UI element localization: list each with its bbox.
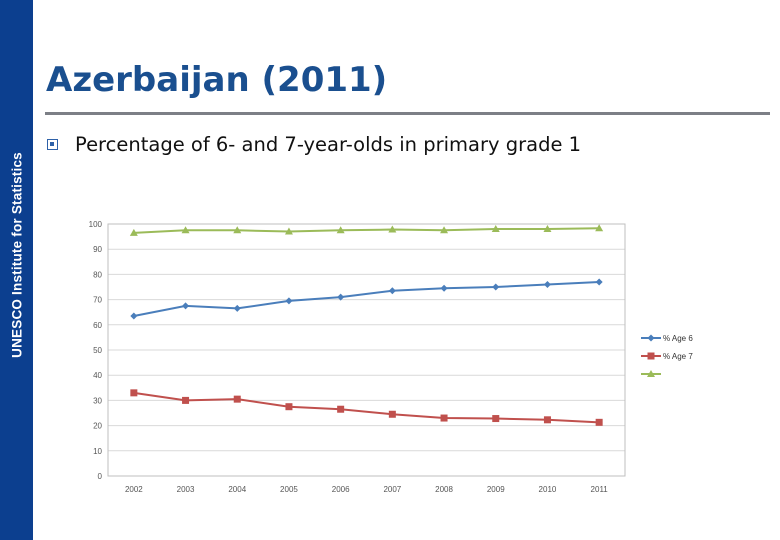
legend-entry: % Age 6 <box>641 334 693 343</box>
y-tick-label: 70 <box>93 296 102 305</box>
sidebar-label: UNESCO Institute for Statistics <box>9 152 25 358</box>
data-point-diamond <box>337 293 345 301</box>
data-point-triangle <box>388 225 397 233</box>
data-point-diamond <box>492 283 500 291</box>
data-point-square <box>595 418 603 426</box>
data-point-diamond <box>440 284 448 292</box>
data-point-triangle <box>336 226 345 234</box>
plot-area-border <box>107 223 626 477</box>
legend-entry <box>641 370 661 377</box>
data-point-triangle <box>595 224 604 232</box>
legend: % Age 6 % Age 7 <box>641 334 693 377</box>
bullet-text: Percentage of 6- and 7-year-olds in prim… <box>75 133 582 156</box>
data-point-triangle <box>543 225 552 233</box>
data-point-triangle <box>129 228 138 236</box>
data-point-square <box>388 410 396 418</box>
y-tick-label: 80 <box>93 270 102 279</box>
data-point-square <box>440 414 448 422</box>
legend-label: % Age 6 <box>663 334 693 343</box>
y-tick-label: 60 <box>93 321 102 330</box>
x-tick-label: 2006 <box>332 485 350 494</box>
y-tick-label: 10 <box>93 447 102 456</box>
data-point-diamond <box>182 302 190 310</box>
legend-entry: % Age 7 <box>641 352 693 361</box>
data-point-square <box>130 389 138 397</box>
bullet-point: Percentage of 6- and 7-year-olds in prim… <box>47 133 581 156</box>
data-point-square <box>233 395 241 403</box>
sidebar-band: UNESCO Institute for Statistics <box>0 0 33 540</box>
x-tick-label: 2005 <box>280 485 298 494</box>
data-point-triangle <box>440 226 449 234</box>
data-point-triangle <box>491 225 500 233</box>
x-tick-label: 2004 <box>228 485 246 494</box>
square-bullet-icon <box>47 139 58 150</box>
data-point-square <box>285 403 293 411</box>
x-tick-label: 2007 <box>383 485 401 494</box>
data-point-square <box>492 415 500 423</box>
series-group <box>129 224 604 426</box>
data-point-triangle <box>233 226 242 234</box>
y-tick-label: 50 <box>93 346 102 355</box>
data-point-square <box>337 405 345 413</box>
data-point-diamond <box>388 287 396 295</box>
data-point-square <box>182 396 190 404</box>
y-tick-label: 20 <box>93 422 102 431</box>
axes: 0 10 20 30 40 50 60 70 80 90 100 2002 2003 2004 2005 20… <box>89 220 626 494</box>
y-tick-label: 40 <box>93 371 102 380</box>
data-point-diamond <box>130 312 138 320</box>
data-point-triangle <box>284 227 293 235</box>
y-tick-label: 30 <box>93 396 102 405</box>
series-3 <box>129 224 604 236</box>
x-tick-label: 2002 <box>125 485 143 494</box>
series-line <box>133 280 600 317</box>
data-point-diamond <box>285 297 293 305</box>
data-point-diamond <box>647 334 655 342</box>
data-point-square <box>543 416 551 424</box>
x-tick-label: 2009 <box>487 485 505 494</box>
data-point-triangle <box>647 370 655 377</box>
data-point-diamond <box>233 304 241 312</box>
x-tick-label: 2008 <box>435 485 453 494</box>
x-tick-label: 2003 <box>177 485 195 494</box>
title-divider <box>45 112 770 115</box>
y-tick-label: 0 <box>98 472 103 481</box>
gridlines <box>108 223 625 477</box>
y-tick-label: 90 <box>93 245 102 254</box>
slide-title: Azerbaijan (2011) <box>46 60 388 100</box>
series-line <box>133 391 600 424</box>
x-tick-label: 2011 <box>591 485 609 494</box>
x-tick-label: 2010 <box>539 485 557 494</box>
data-point-diamond <box>595 278 603 286</box>
legend-label: % Age 7 <box>663 352 693 361</box>
data-point-diamond <box>543 280 551 288</box>
series-line <box>133 227 600 234</box>
data-point-triangle <box>181 226 190 234</box>
data-point-square <box>647 352 655 360</box>
series-1 <box>130 278 603 320</box>
series-2 <box>130 389 603 426</box>
line-chart: 0 10 20 30 40 50 60 70 80 90 100 2002 2003 2004 2005 20… <box>89 220 694 494</box>
y-tick-label: 100 <box>89 220 103 229</box>
